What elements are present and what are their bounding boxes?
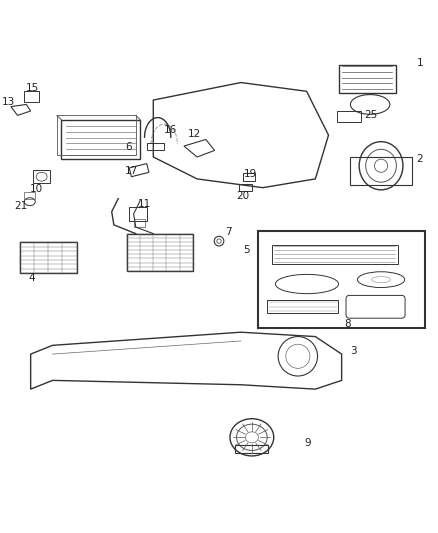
Bar xyxy=(24,192,35,199)
Text: 13: 13 xyxy=(2,97,15,107)
Text: 2: 2 xyxy=(416,154,423,164)
Bar xyxy=(272,245,398,264)
Text: 4: 4 xyxy=(28,273,35,284)
Text: 7: 7 xyxy=(226,228,232,237)
Text: 12: 12 xyxy=(187,129,201,139)
Bar xyxy=(239,184,252,191)
Text: 8: 8 xyxy=(344,319,350,329)
Text: 3: 3 xyxy=(350,345,357,356)
Text: 11: 11 xyxy=(138,199,151,209)
Bar xyxy=(350,157,412,185)
Text: 10: 10 xyxy=(30,183,43,193)
Bar xyxy=(339,65,396,93)
Text: 9: 9 xyxy=(304,438,311,448)
Text: 15: 15 xyxy=(26,83,39,93)
Text: 21: 21 xyxy=(14,201,27,211)
Bar xyxy=(243,173,255,181)
Text: 25: 25 xyxy=(364,109,378,119)
Bar xyxy=(127,233,193,271)
Bar xyxy=(134,219,145,227)
Bar xyxy=(267,300,338,313)
Text: 1: 1 xyxy=(417,58,424,68)
Bar xyxy=(24,91,39,102)
Text: 20: 20 xyxy=(237,191,250,201)
Text: 19: 19 xyxy=(244,168,257,179)
Bar xyxy=(33,170,50,183)
Bar xyxy=(20,243,77,273)
Bar xyxy=(57,115,136,155)
Bar xyxy=(129,207,147,221)
Bar xyxy=(337,111,361,122)
Text: 5: 5 xyxy=(243,245,250,255)
Text: 17: 17 xyxy=(125,166,138,176)
Bar xyxy=(258,231,425,328)
Bar xyxy=(61,120,140,159)
Text: 6: 6 xyxy=(125,142,131,152)
Text: 16: 16 xyxy=(164,125,177,135)
Bar xyxy=(235,445,268,453)
Bar xyxy=(147,142,164,150)
